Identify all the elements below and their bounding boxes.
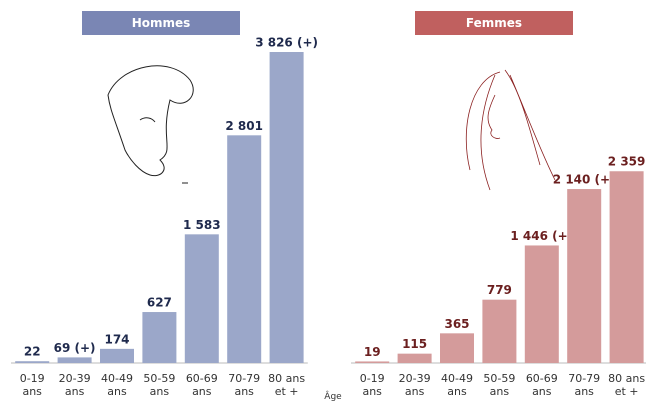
- category-label: 0-19 ans: [359, 372, 385, 398]
- category-label: 50-59 ans: [483, 372, 516, 398]
- bar: [440, 333, 474, 363]
- value-label: 627: [147, 296, 172, 310]
- bar: [482, 299, 517, 363]
- panel-title: Hommes: [132, 16, 191, 30]
- title-box: [415, 11, 573, 35]
- category-label: 20-39 ans: [398, 372, 431, 398]
- man-sketch: [107, 65, 194, 184]
- category-label: 40-49 ans: [101, 372, 133, 398]
- bar: [567, 189, 602, 363]
- bar: [100, 348, 134, 363]
- value-label: 22: [24, 345, 41, 359]
- category-label: 80 ans et +: [268, 372, 306, 398]
- category-label: 70-79 ans: [568, 372, 601, 398]
- value-label: 1 583: [183, 218, 221, 232]
- bar: [355, 361, 390, 363]
- category-label: 60-69 ans: [185, 372, 218, 398]
- category-label: 70-79 ans: [228, 372, 261, 398]
- value-label: 779: [487, 283, 512, 297]
- woman-sketch: [465, 69, 556, 191]
- category-label: 60-69 ans: [525, 372, 558, 398]
- value-label: 1 446 (+): [510, 229, 573, 243]
- category-label: 40-49 ans: [441, 372, 473, 398]
- value-label: 2 140 (+): [553, 173, 616, 187]
- category-label: 0-19 ans: [19, 372, 45, 398]
- bar: [142, 312, 177, 363]
- bar: [609, 171, 644, 363]
- bar: [15, 361, 50, 363]
- x-axis-label: Âge: [324, 392, 342, 402]
- value-label: 69 (+): [54, 341, 96, 355]
- bar: [269, 52, 304, 363]
- bar: [184, 234, 219, 363]
- value-label: 3 826 (+): [255, 36, 318, 50]
- panel-title: Femmes: [466, 16, 522, 30]
- bar: [227, 135, 262, 363]
- value-label: 174: [104, 332, 129, 346]
- category-label: 50-59 ans: [143, 372, 176, 398]
- category-label: 80 ans et +: [608, 372, 646, 398]
- value-label: 2 359: [608, 155, 646, 169]
- category-label: 20-39 ans: [58, 372, 91, 398]
- title-box: [82, 11, 240, 35]
- bar: [524, 245, 559, 363]
- bar: [397, 353, 432, 363]
- value-label: 2 801: [225, 119, 263, 133]
- value-label: 19: [364, 345, 381, 359]
- value-label: 365: [444, 317, 469, 331]
- value-label: 115: [402, 337, 427, 351]
- bar: [57, 357, 92, 363]
